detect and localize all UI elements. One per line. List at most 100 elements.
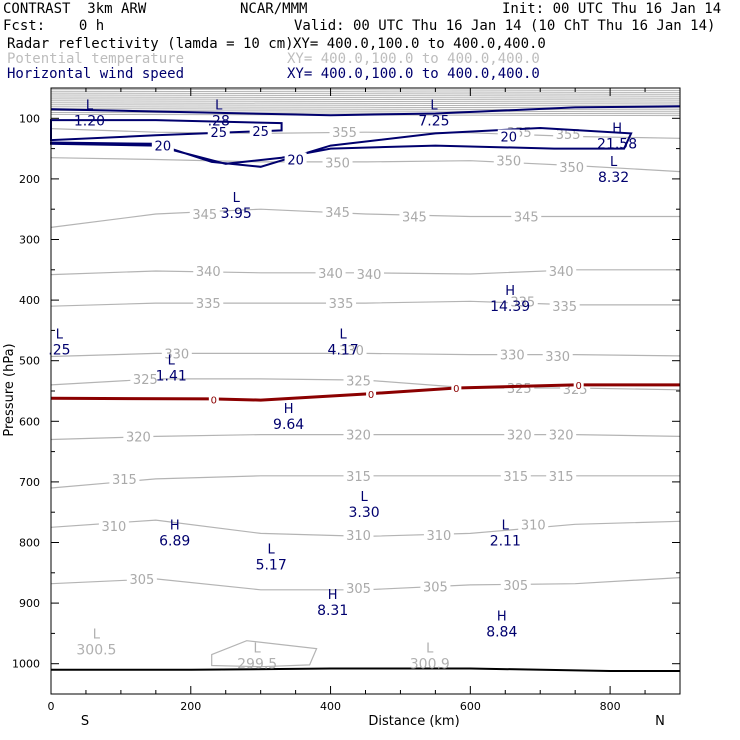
- wind-contour-label: 20: [155, 140, 172, 155]
- y-tick-label: 900: [19, 597, 40, 610]
- contour-label-mask: [336, 342, 367, 357]
- contour-label-mask: [343, 427, 374, 442]
- extremum-marker: L: [430, 98, 438, 113]
- contour-label-mask: [193, 264, 224, 279]
- x-tick-label: 400: [320, 700, 341, 713]
- theta-contour-label: 315: [346, 470, 371, 485]
- freezing-line-label: 0: [211, 395, 217, 406]
- wind-contour-label: 20: [287, 154, 304, 169]
- y-axis-title: Pressure (hPa): [2, 343, 17, 436]
- contour-label-mask: [451, 382, 462, 393]
- y-tick-label: 500: [19, 355, 40, 368]
- contour-label-mask: [423, 528, 454, 543]
- wind-contour-label: 20: [500, 130, 517, 145]
- theta-contour-label: 310: [521, 518, 546, 533]
- theta-contour-label: 335: [329, 297, 354, 312]
- contour-label-mask: [322, 155, 353, 170]
- contour-label-mask: [207, 125, 230, 140]
- theta-contour-label: 350: [325, 157, 350, 172]
- theta-contour-label: 305: [346, 582, 371, 597]
- theta-contour-label: 320: [346, 429, 371, 444]
- x-tick-label: 600: [460, 700, 481, 713]
- freezing-line-label: 0: [368, 390, 374, 401]
- theta-contour-label: 305: [423, 581, 448, 596]
- extremum-marker: L: [360, 490, 368, 505]
- extremum-marker: L: [86, 98, 94, 113]
- contour-label-mask: [511, 209, 542, 224]
- extremum-value: 3.30: [349, 505, 380, 521]
- theta-contour-line: [50, 208, 680, 228]
- contour-label-mask: [123, 429, 154, 444]
- contour-label-mask: [500, 468, 531, 483]
- contour-label-mask: [343, 468, 374, 483]
- forecast-hour: Fcst: 0 h: [3, 18, 105, 34]
- y-tick-label: 600: [19, 415, 40, 428]
- axes: 0 200 400 600 800100200300400500600700800900…: [12, 88, 680, 713]
- contour-label-mask: [556, 159, 587, 174]
- contour-label-mask: [507, 294, 538, 309]
- extremum-marker: H: [505, 284, 515, 299]
- contour-label-mask: [366, 389, 377, 400]
- theta-contour-label: 355: [556, 128, 581, 143]
- upper-contour-line: [50, 100, 681, 103]
- theta-contour-label: 325: [133, 373, 158, 388]
- extremum-marker: L: [502, 518, 510, 533]
- contour-label-mask: [518, 517, 549, 532]
- upper-contour-line: [50, 104, 681, 107]
- south-label: S: [81, 714, 89, 729]
- extremum-value: .28: [208, 113, 230, 129]
- contour-label-mask: [208, 394, 219, 405]
- extremum-marker: H: [284, 402, 294, 417]
- contour-label-mask: [542, 348, 573, 363]
- theta-contour-label: 315: [549, 470, 574, 485]
- theta-contour-label: 305: [503, 579, 528, 594]
- extremum-value: .25: [48, 343, 70, 359]
- valid-time: Valid: 00 UTC Thu 16 Jan 14 (10 ChT Thu …: [294, 18, 716, 34]
- contour-label-mask: [329, 125, 360, 140]
- extremum-marker: L: [268, 543, 276, 558]
- upper-contour-line: [50, 102, 681, 105]
- contour-label-mask: [161, 346, 192, 361]
- north-label: N: [655, 714, 665, 729]
- legend-theta-xy: XY= 400.0,100.0 to 400.0,400.0: [287, 51, 540, 67]
- y-tick-label: 100: [19, 112, 40, 125]
- extremum-marker: L: [168, 354, 176, 369]
- wind-contours: 25 25 20 20 20: [50, 105, 681, 169]
- contour-label-mask: [497, 129, 520, 144]
- upper-contour-line: [50, 94, 681, 97]
- contour-label-mask: [399, 209, 430, 224]
- ground-line: [51, 667, 680, 672]
- upper-contour-line: [50, 98, 681, 101]
- init-time: Init: 00 UTC Thu 16 Jan 14: [502, 1, 722, 17]
- org-label: NCAR/MMM: [240, 1, 308, 17]
- theta-contour-label: 320: [549, 429, 574, 444]
- contour-label-mask: [504, 380, 535, 395]
- extremum-value: 21.58: [597, 136, 637, 152]
- y-tick-label: 800: [19, 537, 40, 550]
- extremum-value: 7.25: [418, 113, 449, 129]
- upper-contour-line: [50, 96, 681, 99]
- theta-contour-label: 350: [559, 161, 584, 176]
- extremum-marker: L: [426, 641, 434, 656]
- freezing-line-label: 0: [575, 381, 581, 392]
- theta-contour-label: 335: [510, 295, 535, 310]
- extremum-value: 4.17: [328, 343, 359, 359]
- extremum-value: 300.9: [410, 656, 450, 672]
- contour-label-mask: [549, 299, 580, 314]
- contour-label-mask: [284, 152, 307, 167]
- extremum-marker: H: [170, 518, 180, 533]
- contour-label-mask: [326, 296, 357, 311]
- theta-contour-label: 335: [196, 297, 221, 312]
- extremum-marker: H: [612, 121, 622, 136]
- theta-contour-label: 345: [325, 206, 350, 221]
- upper-contour-line: [50, 108, 681, 111]
- wind-contour-line: [50, 105, 681, 117]
- extremum-marker: H: [497, 609, 507, 624]
- wind-contour-label: 25: [252, 125, 269, 140]
- theta-contour-label: 335: [552, 300, 577, 315]
- theta-contour-label: 325: [507, 382, 532, 397]
- extremum-value: 6.89: [159, 533, 190, 549]
- contour-label-mask: [126, 571, 157, 586]
